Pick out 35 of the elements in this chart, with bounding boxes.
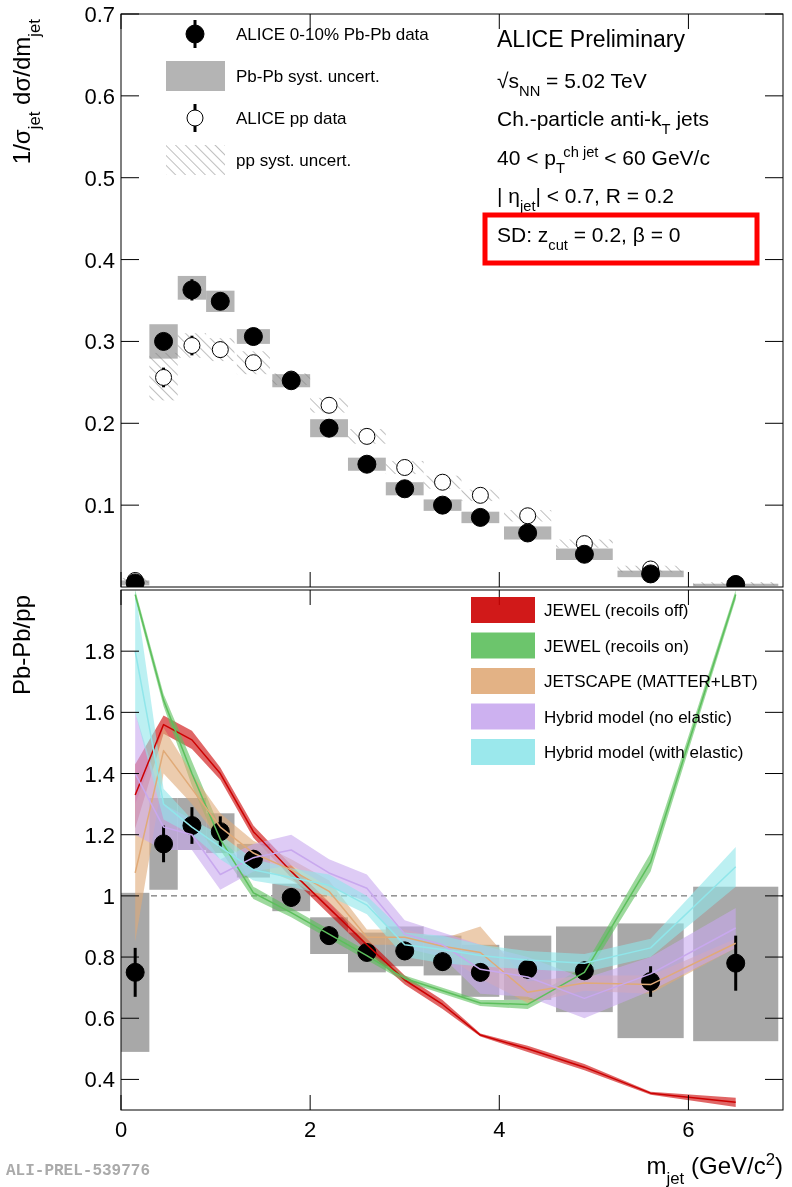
y-tick-label: 0.2 xyxy=(84,411,115,437)
x-axis-title: m$_{jet}$ (GeV/c$^{2}$) xyxy=(646,1149,783,1187)
y-tick-label: 0.1 xyxy=(84,493,115,519)
y-tick-label: 1.4 xyxy=(84,761,115,787)
legend-label: JEWEL (recoils off) xyxy=(544,601,689,620)
y-tick-label: 1 xyxy=(102,883,115,909)
annotation: 40 < p$_{T}$$^{ch jet}$ < 60 GeV/c xyxy=(497,143,710,176)
y-axis-title: Pb-Pb/pp xyxy=(8,595,35,696)
legend-label: ALICE pp data xyxy=(236,109,348,128)
annotation: Ch.-particle anti-k$_{T}$ jets xyxy=(497,107,710,137)
x-tick-label: 0 xyxy=(114,1117,128,1142)
y-tick-label: 0.8 xyxy=(84,945,115,971)
y-tick-label: 1.8 xyxy=(84,639,115,665)
annotation: √s$_{NN}$ = 5.02 TeV xyxy=(497,68,647,99)
y-tick-label: 0.7 xyxy=(84,2,115,27)
y-tick-label: 1.2 xyxy=(84,822,115,848)
x-tick-label: 6 xyxy=(682,1117,695,1142)
annotation: ALICE Preliminary xyxy=(497,26,686,52)
y-tick-label: 1.6 xyxy=(84,700,115,726)
y-tick-label: 0.5 xyxy=(84,165,115,191)
x-tick-label: 2 xyxy=(304,1117,317,1142)
x-tick-label: 4 xyxy=(493,1117,506,1142)
annotation: SD: z$_{cut}$ = 0.2, β = 0 xyxy=(497,222,681,253)
y-tick-label: 0.4 xyxy=(84,247,115,273)
legend-label: ALICE 0-10% Pb-Pb data xyxy=(236,25,430,44)
text: ALI-PREL-539776 xyxy=(6,1162,151,1180)
legend-label: JEWEL (recoils on) xyxy=(544,636,689,656)
y-tick-label: 0.6 xyxy=(84,83,115,109)
annotation: | η$_{jet}$| < 0.7, R = 0.2 xyxy=(497,184,675,214)
legend-label: Pb-Pb syst. uncert. xyxy=(236,67,380,86)
y-tick-label: 0.3 xyxy=(84,329,115,355)
y-tick-label: 0.6 xyxy=(84,1006,115,1032)
y-tick-label: 0.4 xyxy=(84,1067,115,1093)
legend-label: pp syst. uncert. xyxy=(236,151,352,170)
legend-label: Hybrid model (with elastic) xyxy=(544,743,744,762)
